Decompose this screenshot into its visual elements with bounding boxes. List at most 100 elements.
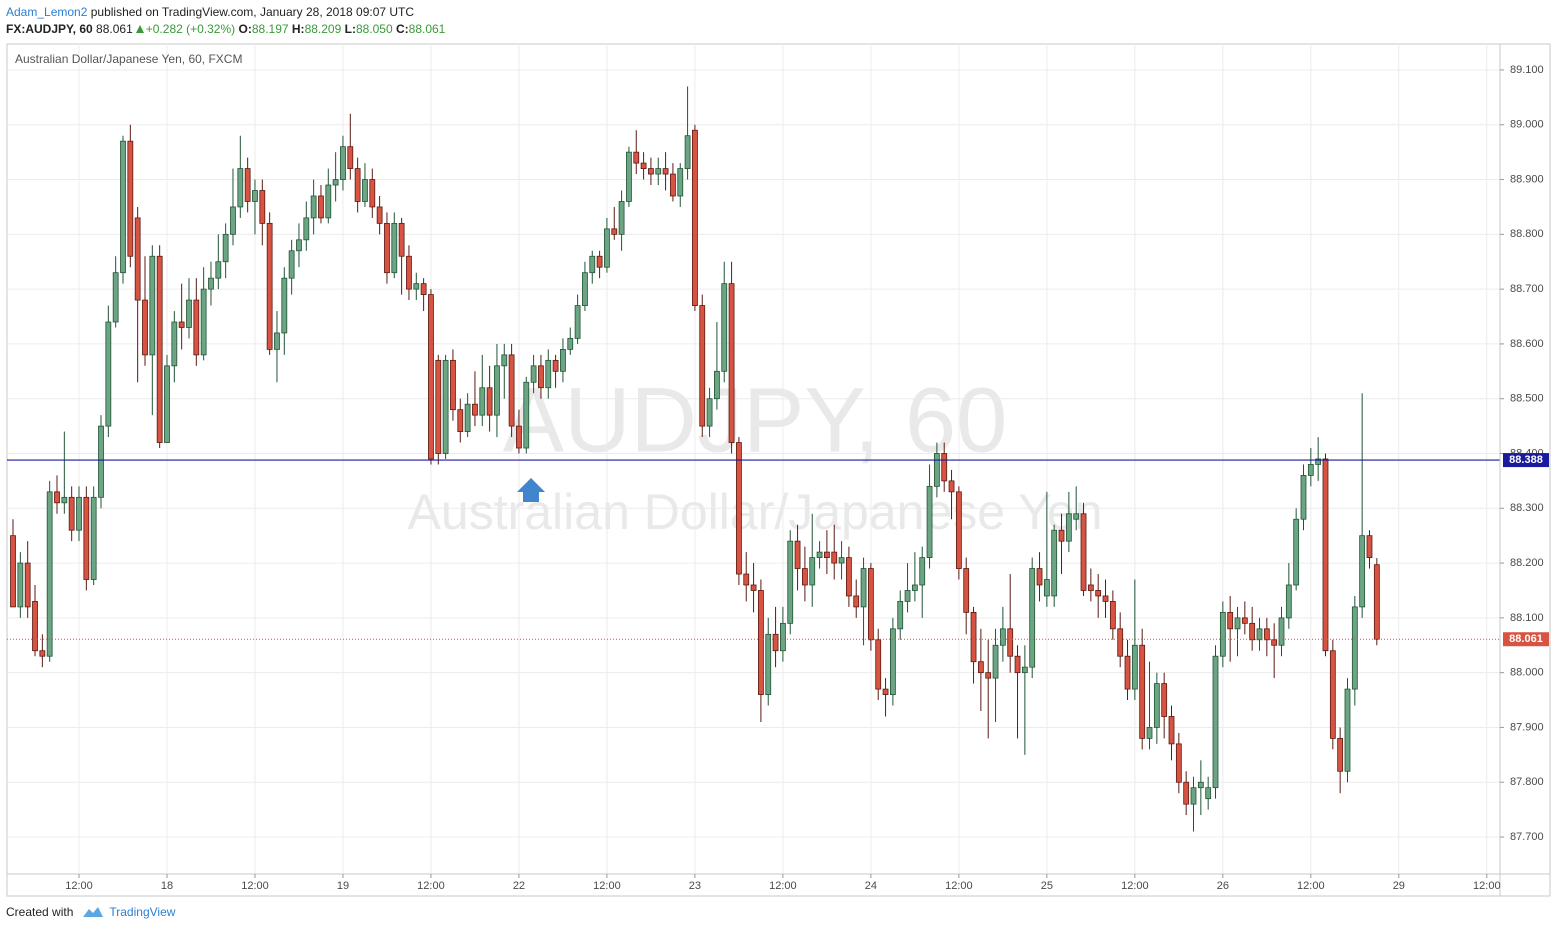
candle-body [574, 305, 581, 339]
candle-body [442, 359, 449, 454]
candle-body [472, 403, 478, 416]
candle-body [222, 233, 229, 263]
candle-body [1043, 579, 1050, 597]
candle-body [1095, 590, 1102, 597]
candle-body [46, 491, 53, 657]
candle-body [1168, 716, 1175, 745]
candle-body [765, 633, 772, 695]
candle-body [120, 140, 126, 274]
candle-body [464, 403, 471, 432]
header-line-2: FX:AUDJPY, 60 88.061 +0.282 (+0.32%) O:88… [6, 21, 445, 38]
last-price-label: 88.061 [1509, 633, 1543, 645]
candle-body [237, 168, 244, 208]
candle-body [838, 557, 845, 564]
candle-body [824, 551, 830, 558]
candle-body [61, 496, 68, 504]
y-tick-label: 88.800 [1510, 228, 1544, 240]
x-tick-label: 23 [689, 880, 701, 892]
candle-body [178, 321, 185, 328]
candle-body [208, 277, 214, 290]
candle-body [655, 168, 662, 175]
candle-body [560, 348, 566, 372]
candle-body [743, 573, 750, 586]
candle-body [567, 338, 574, 350]
candle-body [340, 146, 346, 180]
candle-body [911, 584, 918, 591]
candle-body [736, 442, 742, 575]
candle-body [948, 480, 955, 493]
candle-body [1351, 606, 1358, 690]
candle-body [479, 387, 486, 416]
candle-body [156, 255, 163, 443]
logo [83, 907, 104, 917]
candle-body [98, 425, 104, 498]
candle-body [193, 299, 200, 356]
candle-body [582, 272, 588, 306]
candle-body [457, 409, 464, 432]
candle-body [281, 277, 288, 334]
candle-body [1263, 628, 1270, 641]
candle-body [933, 453, 940, 487]
footer: Created with TradingView [6, 905, 175, 919]
x-tick-label: 26 [1217, 880, 1229, 892]
candle-body [831, 551, 838, 564]
candle-body [332, 179, 339, 186]
candle-body [941, 453, 948, 482]
y-tick-label: 88.500 [1510, 393, 1544, 405]
candle-body [530, 365, 537, 383]
candle-body [955, 491, 962, 569]
candle-body [134, 217, 141, 301]
published: published on TradingView.com, January 28… [90, 5, 415, 19]
candle-body [288, 250, 295, 279]
candle-body [970, 611, 977, 663]
candle-body [1212, 655, 1219, 789]
candle-body [1139, 644, 1146, 739]
x-tick-label: 19 [337, 880, 349, 892]
candle-body [127, 140, 134, 257]
candle-body [347, 146, 354, 169]
candle-body [648, 168, 654, 175]
candle-body [633, 151, 640, 164]
candle-body [508, 354, 515, 427]
candle-body [985, 672, 992, 679]
x-tick-label: 12:00 [593, 880, 621, 892]
candle-body [589, 255, 596, 274]
candle-body [618, 201, 625, 235]
l-label: L: [344, 22, 356, 36]
o-value: 88.197 [251, 22, 289, 36]
axes: 89.100 89.000 88.900 88.800 88.700 88.600 88.5… [65, 64, 1549, 892]
x-tick-label: 25 [1041, 880, 1053, 892]
candle-body [1175, 743, 1182, 783]
candle-body [164, 365, 170, 443]
candle-body [516, 425, 522, 449]
candle-body [1183, 781, 1190, 805]
candle-body [325, 184, 332, 219]
candle-body [384, 222, 390, 274]
candle-body [867, 568, 874, 641]
candle-body [68, 496, 75, 531]
candle-body [200, 288, 207, 356]
candles [7, 86, 1500, 832]
x-tick-label: 12:00 [1473, 880, 1501, 892]
y-tick-label: 88.300 [1510, 502, 1544, 514]
candle-body [853, 595, 860, 608]
candle-body [1146, 727, 1153, 739]
candle-body [999, 628, 1006, 646]
change: +0.282 (+0.32%) [145, 22, 236, 36]
candle-body [1234, 617, 1241, 630]
candle-body [787, 540, 794, 624]
candle-body [1029, 568, 1036, 668]
candle-body [406, 255, 412, 290]
candle-body [706, 398, 713, 427]
candle-body [369, 179, 376, 208]
candle-body [83, 496, 90, 580]
candle-body [875, 639, 882, 690]
candle-body [112, 272, 119, 323]
author: Adam_Lemon2 [6, 5, 88, 19]
y-tick-label: 89.100 [1510, 64, 1544, 76]
candle-body [296, 239, 302, 252]
candle-body [90, 496, 97, 580]
watermark-symbol: AUDJPY, 60 [503, 369, 1008, 471]
brand[interactable]: TradingView [109, 905, 176, 919]
